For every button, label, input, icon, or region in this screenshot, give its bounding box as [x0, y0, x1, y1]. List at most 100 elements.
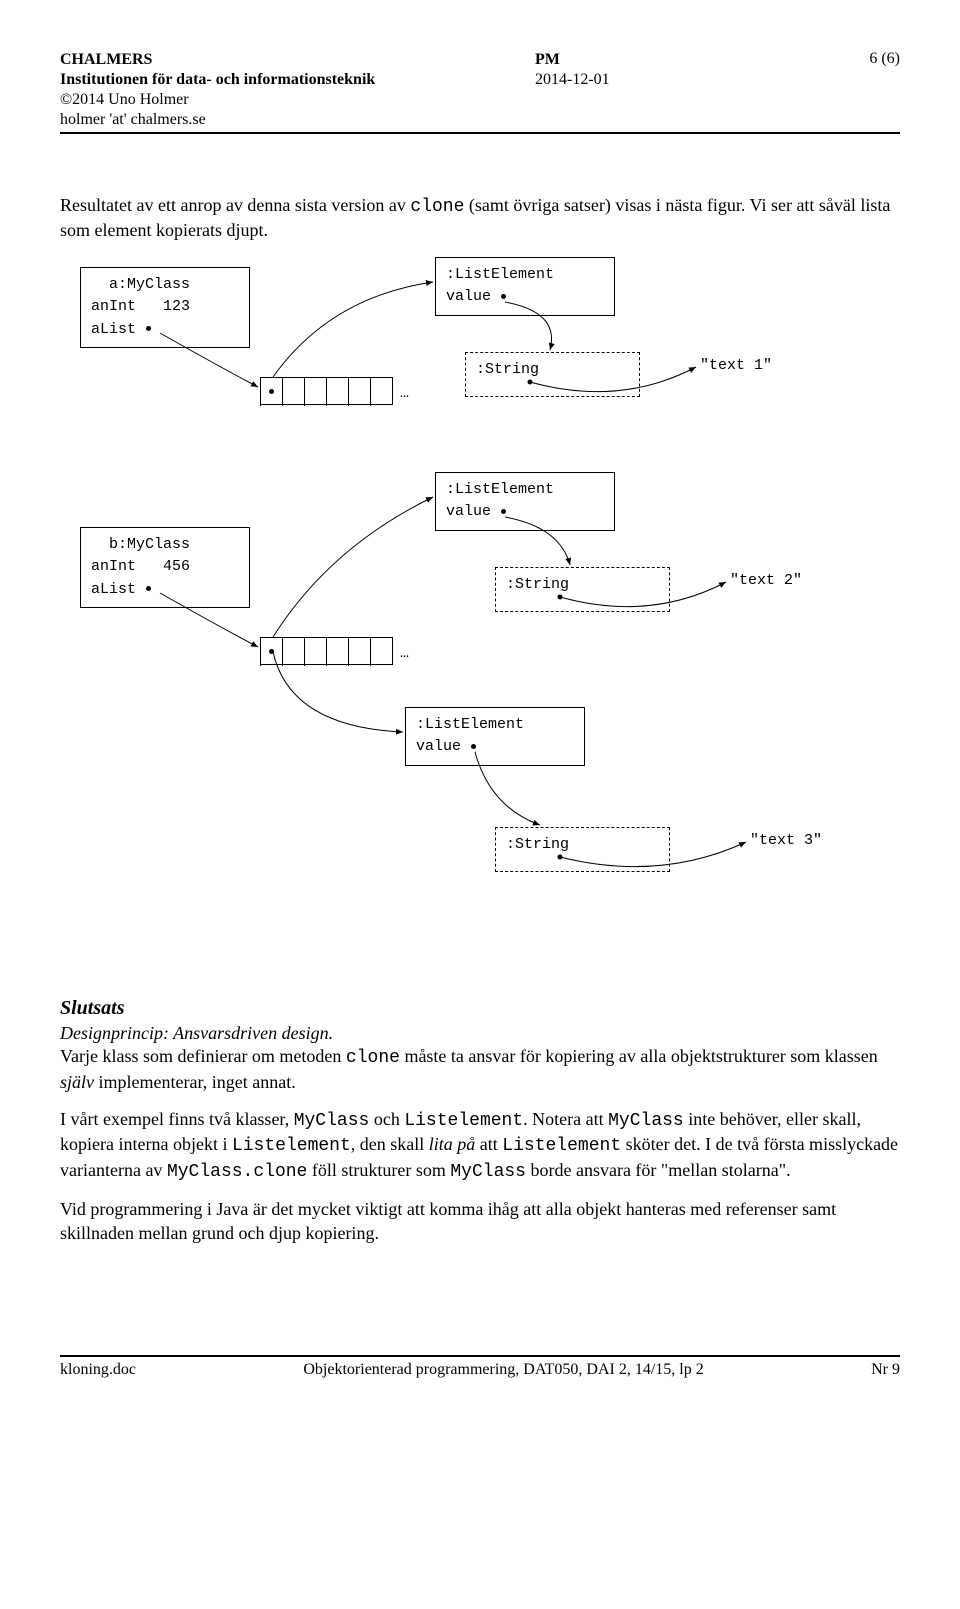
p3-e: , den skall — [351, 1134, 429, 1154]
footer-center: Objektorienterad programmering, DAT050, … — [303, 1361, 703, 1379]
box-a-anint-val: 123 — [163, 298, 190, 315]
slutsats-paragraph: Designprincip: Ansvarsdriven design. Var… — [60, 1022, 900, 1094]
intro-paragraph: Resultatet av ett anrop av denna sista v… — [60, 194, 900, 243]
p3-c3: MyClass — [608, 1111, 684, 1131]
string-box-1: :String — [465, 352, 640, 397]
array-a-cell-2 — [304, 378, 326, 406]
listelement-2-value: value — [446, 501, 604, 524]
p3-c7: MyClass — [450, 1162, 526, 1182]
p3-a: I vårt exempel finns två klasser, — [60, 1109, 294, 1129]
array-b — [260, 637, 393, 665]
p3-em: lita på — [429, 1134, 476, 1154]
array-a-cell-4 — [348, 378, 370, 406]
box-a-alist-dot — [146, 326, 151, 331]
listelement-2-value-dot — [501, 509, 506, 514]
paragraph-4: Vid programmering i Java är det mycket v… — [60, 1198, 900, 1245]
slutsats-principle: Designprincip: Ansvarsdriven design. — [60, 1023, 333, 1043]
array-b-cell-5 — [370, 638, 392, 666]
footer-right: Nr 9 — [871, 1361, 900, 1379]
box-b-alist-dot — [146, 586, 151, 591]
string-2-label: :String — [506, 574, 659, 597]
string-1-label: :String — [476, 359, 629, 382]
box-a-anint-label: anInt — [91, 298, 136, 315]
box-b-alist-label: aList — [91, 581, 136, 598]
listelement-3-value-dot — [471, 744, 476, 749]
listelement-2: :ListElement value — [435, 472, 615, 531]
box-b-myclass: b:MyClass anInt 456 aList — [80, 527, 250, 609]
p3-f: att — [475, 1134, 502, 1154]
listelement-3-value: value — [416, 736, 574, 759]
p3-c: . Notera att — [523, 1109, 608, 1129]
p3-b: och — [369, 1109, 404, 1129]
page-number: 6 (6) — [869, 50, 900, 67]
listelement-1-value: value — [446, 286, 604, 309]
array-a-cell-5 — [370, 378, 392, 406]
array-b-ellipsis: … — [400, 645, 409, 662]
string-box-2: :String — [495, 567, 670, 612]
intro-text-a: Resultatet av ett anrop av denna sista v… — [60, 195, 410, 215]
box-b-alist: aList — [91, 579, 239, 602]
listelement-1-title: :ListElement — [446, 264, 604, 287]
box-a-anint: anInt 123 — [91, 296, 239, 319]
slutsats-a: Varje klass som definierar om metoden — [60, 1046, 346, 1066]
header-center: PM 2014-12-01 — [535, 50, 610, 90]
object-diagram: a:MyClass anInt 123 aList … :ListElement… — [60, 257, 900, 977]
p3-h: föll strukturer som — [307, 1160, 450, 1180]
page-footer: kloning.doc Objektorienterad programmeri… — [60, 1355, 900, 1379]
slutsats-b: måste ta ansvar för kopiering av alla ob… — [400, 1046, 878, 1066]
p3-c1: MyClass — [294, 1111, 370, 1131]
header-right: 6 (6) — [869, 50, 900, 68]
box-b-anint-label: anInt — [91, 558, 136, 575]
box-a-myclass: a:MyClass anInt 123 aList — [80, 267, 250, 349]
dept-name: Institutionen för data- och informations… — [60, 70, 375, 90]
p3-c5: Listelement — [502, 1136, 621, 1156]
array-b-cell-4 — [348, 638, 370, 666]
listelement-3-value-label: value — [416, 738, 461, 755]
array-a-cell-0 — [260, 378, 282, 406]
slutsats-em: själv — [60, 1072, 94, 1092]
array-b-cell-2 — [304, 638, 326, 666]
box-b-anint: anInt 456 — [91, 556, 239, 579]
listelement-1-value-dot — [501, 294, 506, 299]
listelement-1-value-label: value — [446, 288, 491, 305]
listelement-2-title: :ListElement — [446, 479, 604, 502]
array-a — [260, 377, 393, 405]
p3-c6: MyClass.clone — [167, 1162, 307, 1182]
header-left: CHALMERS Institutionen för data- och inf… — [60, 50, 375, 130]
footer-left: kloning.doc — [60, 1361, 136, 1379]
array-b-cell-3 — [326, 638, 348, 666]
box-b-title: b:MyClass — [109, 534, 239, 557]
array-a-ellipsis: … — [400, 385, 409, 402]
box-a-title: a:MyClass — [109, 274, 239, 297]
box-a-alist: aList — [91, 319, 239, 342]
array-a-cell-1 — [282, 378, 304, 406]
text-2-label: "text 2" — [730, 572, 802, 589]
intro-code: clone — [410, 197, 464, 217]
slutsats-code: clone — [346, 1048, 400, 1068]
slutsats-heading: Slutsats — [60, 997, 900, 1020]
listelement-3-title: :ListElement — [416, 714, 574, 737]
listelement-2-value-label: value — [446, 503, 491, 520]
listelement-3: :ListElement value — [405, 707, 585, 766]
page-header: CHALMERS Institutionen för data- och inf… — [60, 50, 900, 134]
array-b-cell-1 — [282, 638, 304, 666]
array-a-cell-3 — [326, 378, 348, 406]
paragraph-3: I vårt exempel finns två klasser, MyClas… — [60, 1108, 900, 1184]
copyright: ©2014 Uno Holmer — [60, 90, 375, 110]
box-a-alist-label: aList — [91, 321, 136, 338]
box-b-anint-val: 456 — [163, 558, 190, 575]
doc-date: 2014-12-01 — [535, 70, 610, 90]
doc-label: PM — [535, 50, 610, 70]
listelement-1: :ListElement value — [435, 257, 615, 316]
text-1-label: "text 1" — [700, 357, 772, 374]
text-3-label: "text 3" — [750, 832, 822, 849]
slutsats-c: implementerar, inget annat. — [94, 1072, 296, 1092]
p3-c4: Listelement — [232, 1136, 351, 1156]
array-b-cell-0 — [260, 638, 282, 666]
cell-dot-icon — [269, 389, 274, 394]
email: holmer 'at' chalmers.se — [60, 110, 375, 130]
cell-dot-icon — [269, 649, 274, 654]
p3-i: borde ansvara för "mellan stolarna". — [526, 1160, 791, 1180]
p3-c2: Listelement — [404, 1111, 523, 1131]
string-3-label: :String — [506, 834, 659, 857]
